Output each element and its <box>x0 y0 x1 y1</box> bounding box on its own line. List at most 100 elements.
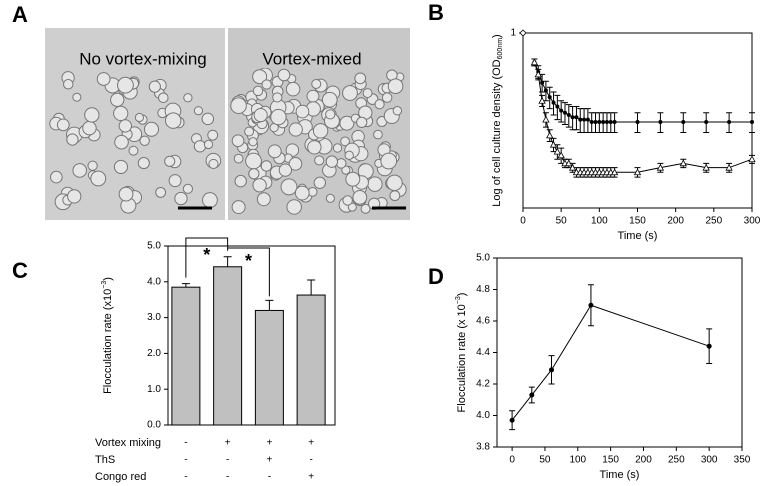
x-tick-label: 300 <box>744 216 760 227</box>
condition-mark: + <box>225 438 231 449</box>
cell <box>56 118 70 132</box>
cell <box>183 93 193 103</box>
cell <box>321 91 338 108</box>
point <box>727 120 732 125</box>
cell <box>386 174 403 192</box>
point <box>748 155 756 163</box>
y-axis-label-part: ) <box>491 34 503 38</box>
condition-mark: - <box>226 455 229 466</box>
cell <box>244 126 255 137</box>
condition-mark: - <box>184 472 187 483</box>
cell <box>87 160 98 171</box>
annotation: * <box>203 245 210 265</box>
cell <box>72 92 82 102</box>
cell <box>117 76 134 94</box>
cell <box>313 176 326 189</box>
cell <box>253 108 268 123</box>
x-axis-label: Time (s) <box>618 230 658 242</box>
point <box>509 417 515 423</box>
x-tick-label: 300 <box>701 455 718 466</box>
cell <box>90 170 107 187</box>
y-tick-label: 2.0 <box>147 348 161 359</box>
point <box>570 115 575 120</box>
x-tick-label: 350 <box>734 455 751 466</box>
panel-label: B <box>428 0 444 25</box>
point <box>551 100 556 105</box>
cell <box>50 170 63 184</box>
cell <box>96 72 111 86</box>
cell <box>311 78 322 89</box>
cell <box>230 97 247 114</box>
cell <box>374 99 385 110</box>
cell <box>84 107 100 123</box>
point <box>547 95 552 100</box>
cell <box>307 140 322 155</box>
cell <box>332 143 343 153</box>
cell <box>280 178 298 196</box>
y-tick-label: 3.8 <box>476 442 490 453</box>
point <box>679 159 687 167</box>
panel-label: D <box>428 264 444 289</box>
significance-bracket <box>227 247 270 297</box>
condition-label: ThS <box>95 454 115 466</box>
point <box>658 120 663 125</box>
x-tick-label: 250 <box>705 216 722 227</box>
point <box>589 120 594 125</box>
x-tick-label: 50 <box>556 216 568 227</box>
y-tick-label: 3.0 <box>147 312 161 323</box>
point <box>633 168 642 176</box>
y-axis-label-part: −3 <box>101 281 108 289</box>
cell <box>286 199 302 215</box>
cell <box>352 189 368 205</box>
cell <box>335 158 347 169</box>
cell <box>256 192 271 207</box>
point <box>610 168 619 176</box>
cell <box>128 145 139 156</box>
y-tick-label: 4.0 <box>147 276 161 287</box>
panel-label: A <box>12 2 28 27</box>
y-tick-label: 4.4 <box>476 347 490 358</box>
error-bar <box>307 279 316 296</box>
y-tick-label: 4.2 <box>476 379 490 390</box>
x-tick-label: 100 <box>591 216 608 227</box>
y-tick-label: 1.0 <box>147 384 161 395</box>
cell <box>341 165 351 175</box>
x-tick-label: 150 <box>602 455 619 466</box>
bar <box>171 286 201 426</box>
condition-mark: - <box>226 472 229 483</box>
point <box>588 302 594 308</box>
cell <box>201 192 218 209</box>
cell <box>360 203 371 214</box>
cell <box>193 140 207 153</box>
y-axis-label-part: Log of cell culture density (OD <box>491 59 503 206</box>
point <box>706 343 712 349</box>
point <box>601 120 606 125</box>
point <box>725 163 733 171</box>
y-axis-label-part: Flocculation rate (x10 <box>102 289 114 394</box>
point <box>681 120 686 125</box>
point <box>543 88 548 93</box>
bar <box>213 266 243 426</box>
x-tick-label: 150 <box>629 216 646 227</box>
significance-bracket <box>185 237 229 278</box>
cell <box>295 104 310 119</box>
point <box>529 392 535 398</box>
point <box>750 120 754 125</box>
cell <box>270 108 287 126</box>
cell <box>164 112 182 129</box>
cell <box>158 92 169 104</box>
condition-mark: - <box>309 455 312 466</box>
cell <box>389 190 401 202</box>
point <box>656 163 665 171</box>
y-axis-label-part: ) <box>456 293 468 297</box>
cell <box>63 78 74 90</box>
point <box>538 96 546 104</box>
condition-mark: - <box>184 438 187 449</box>
x-tick-label: 100 <box>569 455 586 466</box>
point <box>562 110 567 115</box>
cell <box>261 79 272 90</box>
point <box>635 120 640 125</box>
cell <box>155 186 167 198</box>
cell <box>82 120 97 136</box>
error-bar <box>181 283 190 288</box>
